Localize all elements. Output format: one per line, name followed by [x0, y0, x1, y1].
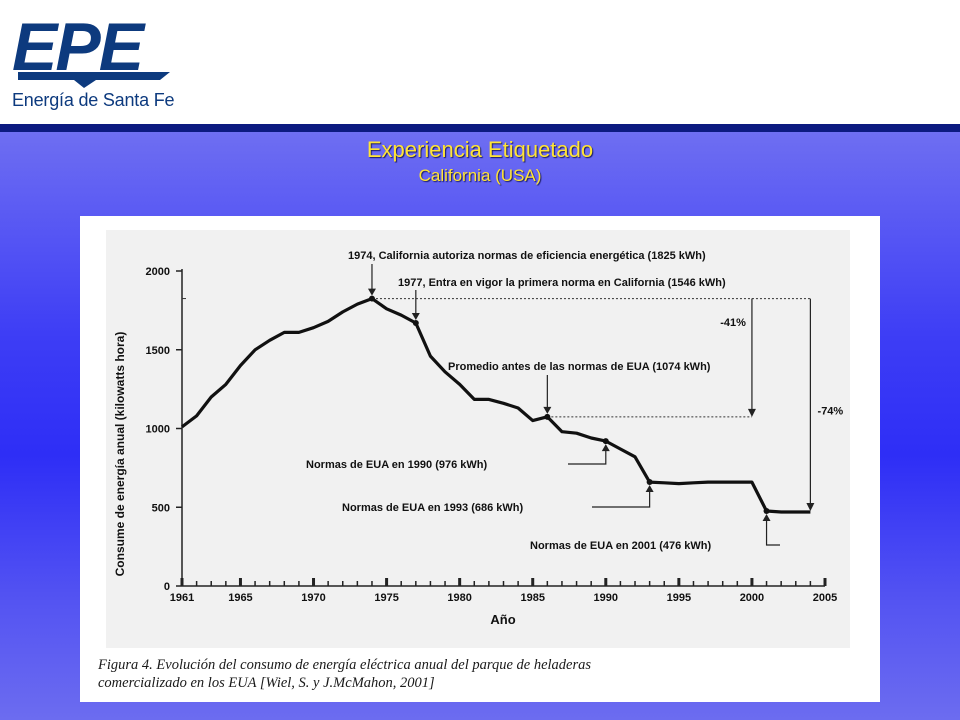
annotation-arrowhead [645, 485, 654, 493]
slide-title: Experiencia Etiquetado [366, 137, 594, 162]
x-tick-label: 1985 [520, 592, 544, 604]
annotation-label: 1974, California autoriza normas de efic… [348, 250, 706, 262]
header-bar: EPE Energía de Santa Fe [0, 0, 960, 124]
consumption-line [181, 297, 811, 514]
chart-series [181, 295, 811, 515]
annotation-arrow [568, 449, 607, 465]
x-tick-label: 1961 [170, 592, 194, 604]
epe-logo: EPE [12, 9, 170, 88]
reduction-arrowhead [747, 408, 756, 417]
chart-ticks: 0 500 1000 1500 2000 1961 1965 1970 1975 1980 1985… [146, 266, 838, 604]
caption-line-2: comercializado en los EUA [Wiel, S. y J.… [98, 675, 435, 691]
x-tick-label: 2000 [740, 592, 764, 604]
x-tick-label: 1995 [667, 592, 691, 604]
logo-chevron-icon [18, 72, 170, 88]
annotation-arrowhead [762, 514, 771, 522]
annotation-label: Promedio antes de las normas de EUA (107… [448, 361, 711, 373]
x-tick-label: 1965 [228, 592, 252, 604]
annotation-arrow [592, 490, 651, 508]
reduction-label: -41% [720, 317, 746, 329]
annotation-arrowhead [543, 406, 552, 414]
annotation-point [646, 479, 653, 486]
annotation-arrow [765, 519, 780, 546]
chart-annotations: -41% -74% 1974, California autoriza normas… [182, 250, 843, 552]
header-rule [0, 124, 960, 132]
annotation-point [763, 508, 770, 515]
annotation-point [412, 319, 419, 326]
x-tick-label: 1990 [594, 592, 618, 604]
reduction-label: -74% [818, 405, 844, 417]
y-tick-label: 1000 [146, 424, 170, 436]
annotation-point [368, 295, 375, 302]
figure-caption: Figura 4. Evolución del consumo de energ… [98, 656, 868, 692]
y-tick-label: 500 [152, 502, 170, 514]
y-tick-label: 1500 [146, 345, 170, 357]
x-tick-label: 1975 [374, 592, 398, 604]
reduction-arrowhead [806, 503, 815, 512]
annotation-label: Normas de EUA en 1990 (976 kWh) [306, 459, 487, 471]
logo-subtitle: Energía de Santa Fe [12, 90, 175, 110]
x-tick-label: 2005 [813, 592, 837, 604]
x-tick-label: 1980 [447, 592, 471, 604]
figure-panel: 0 500 1000 1500 2000 1961 1965 1970 1975 1980 1985… [80, 216, 880, 702]
annotation-point [602, 438, 609, 445]
y-tick-label: 0 [164, 581, 170, 593]
annotation-arrowhead [367, 288, 376, 296]
y-tick-label: 2000 [146, 266, 170, 278]
annotation-label: 1977, Entra en vigor la primera norma en… [398, 277, 726, 289]
slide-subtitle: California (USA) [418, 166, 542, 185]
annotation-point [544, 413, 551, 420]
x-axis-label: Año [490, 612, 515, 627]
annotation-label: Normas de EUA en 2001 (476 kWh) [530, 540, 711, 552]
annotation-arrowhead [601, 444, 610, 452]
annotation-arrowhead [411, 312, 420, 320]
annotation-label: Normas de EUA en 1993 (686 kWh) [342, 502, 523, 514]
y-axis-label: Consume de energía anual (kilowatts hora… [113, 332, 127, 577]
consumption-chart: 0 500 1000 1500 2000 1961 1965 1970 1975 1980 1985… [106, 230, 850, 648]
x-tick-label: 1970 [301, 592, 325, 604]
chart-background [106, 230, 850, 648]
caption-line-1: Figura 4. Evolución del consumo de energ… [98, 657, 592, 673]
